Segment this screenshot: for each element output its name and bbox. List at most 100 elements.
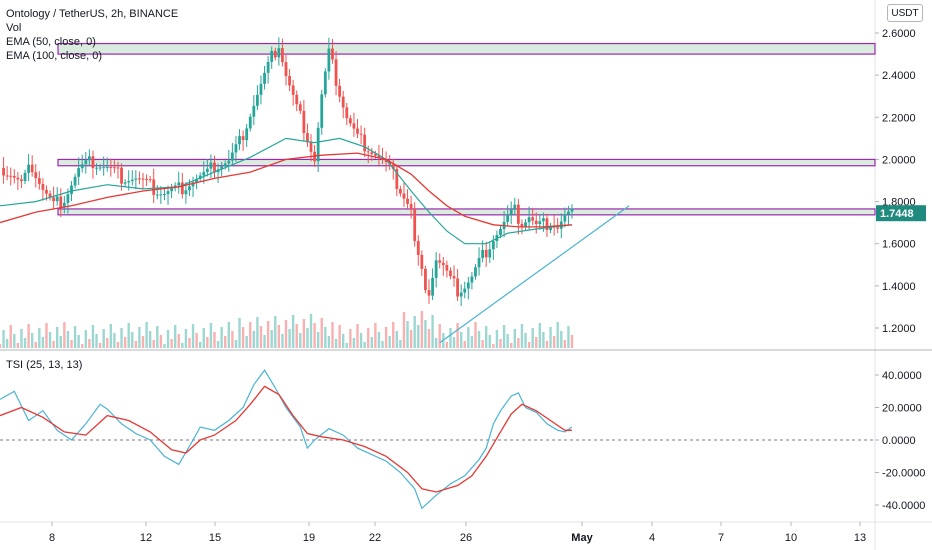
candle-body	[556, 227, 560, 229]
volume-bar	[199, 342, 202, 348]
time-tick-label: 15	[209, 532, 221, 544]
volume-bar	[359, 333, 363, 348]
volume-bar	[59, 336, 62, 348]
candle-body	[191, 182, 195, 187]
candle-body	[177, 182, 181, 186]
candle-body	[431, 277, 434, 296]
legend-vol[interactable]: Vol	[6, 22, 22, 34]
time-tick-label: 13	[854, 532, 866, 544]
candle-body	[402, 193, 406, 199]
volume-series	[0, 311, 574, 348]
candle-body	[416, 240, 420, 255]
candle-body	[527, 217, 531, 223]
candle-body	[434, 260, 438, 278]
volume-bar	[406, 321, 409, 348]
volume-bar	[545, 341, 549, 348]
tsi-line	[0, 369, 573, 510]
candle-body	[252, 105, 256, 117]
price-tick-label: 2.2000	[882, 112, 916, 124]
price-tick-label: 1.2000	[882, 323, 916, 335]
volume-bar	[206, 337, 209, 348]
candle-body	[263, 72, 266, 84]
volume-bar	[220, 327, 223, 348]
volume-bar	[95, 334, 98, 348]
candle-body	[152, 179, 156, 195]
candle-body	[120, 167, 123, 184]
tsi-tick-label: -20.0000	[882, 468, 925, 480]
volume-bar	[116, 342, 120, 348]
time-tick-label: 19	[303, 532, 315, 544]
volume-bar	[413, 316, 416, 348]
volume-bar	[234, 340, 238, 348]
volume-bar	[145, 322, 148, 348]
volume-bar	[102, 329, 105, 348]
volume-bar	[227, 322, 230, 348]
tsi-pane[interactable]: 40.0000 20.0000 0.0000 -20.0000 -40.0000	[0, 369, 932, 523]
volume-bar	[191, 324, 195, 348]
candle-body	[509, 209, 513, 215]
trendline	[439, 205, 630, 344]
price-tick-label: 2.4000	[882, 70, 916, 82]
volume-bar	[259, 326, 263, 348]
volume-bar	[409, 330, 413, 348]
volume-bar	[367, 328, 370, 348]
candle-body	[341, 96, 345, 108]
volume-bar	[392, 322, 395, 348]
volume-bar	[495, 330, 499, 348]
candle-body	[245, 128, 249, 141]
volume-bar	[16, 343, 20, 348]
price-tick-label: 2.6000	[882, 28, 916, 40]
volume-bar	[113, 333, 116, 348]
volume-bar	[238, 318, 241, 348]
candle-body	[538, 221, 542, 225]
candle-body	[213, 162, 216, 173]
candle-body	[395, 168, 399, 190]
candle-body	[456, 278, 459, 297]
volume-bar	[485, 326, 488, 348]
volume-bar	[506, 334, 509, 348]
candle-body	[123, 182, 127, 184]
candle-body	[513, 204, 517, 210]
candle-body	[534, 220, 538, 225]
candle-series	[2, 37, 574, 307]
candle-body	[366, 151, 370, 153]
candle-body	[184, 190, 188, 195]
zone-rect	[57, 208, 876, 216]
candle-body	[87, 156, 91, 161]
candle-body	[116, 167, 120, 169]
volume-bar	[463, 341, 466, 348]
candle-body	[316, 127, 320, 162]
volume-bar	[477, 331, 481, 348]
volume-bar	[20, 329, 23, 348]
candle-body	[363, 134, 367, 152]
time-axis[interactable]: 8 12 15 19 22 26 May 4 7 10 13	[49, 522, 866, 544]
currency-selector[interactable]: USDT	[887, 4, 923, 22]
candle-body	[409, 203, 413, 210]
volume-bar	[263, 335, 266, 348]
candle-body	[234, 144, 238, 153]
candle-body	[359, 133, 363, 135]
volume-bar	[109, 324, 113, 348]
volume-bar	[417, 325, 420, 348]
volume-bar	[106, 338, 109, 348]
volume-bar	[474, 322, 477, 348]
candle-body	[209, 162, 213, 169]
volume-bar	[324, 327, 327, 348]
volume-bar	[299, 333, 302, 348]
candle-body	[477, 258, 481, 268]
candle-body	[441, 262, 445, 266]
tsi-legend[interactable]: TSI (25, 13, 13)	[6, 359, 83, 371]
volume-bar	[274, 316, 277, 348]
legend-ema100[interactable]: EMA (100, close, 0)	[6, 50, 102, 62]
volume-bar	[556, 322, 559, 348]
legend-ema50[interactable]: EMA (50, close, 0)	[6, 36, 96, 48]
volume-bar	[567, 326, 570, 348]
candle-body	[531, 217, 535, 221]
volume-bar	[195, 333, 198, 348]
candle-body	[524, 222, 527, 228]
chart-title: Ontology / TetherUS, 2h, BINANCE	[6, 8, 179, 20]
candle-body	[334, 59, 338, 86]
volume-bar	[381, 341, 384, 348]
